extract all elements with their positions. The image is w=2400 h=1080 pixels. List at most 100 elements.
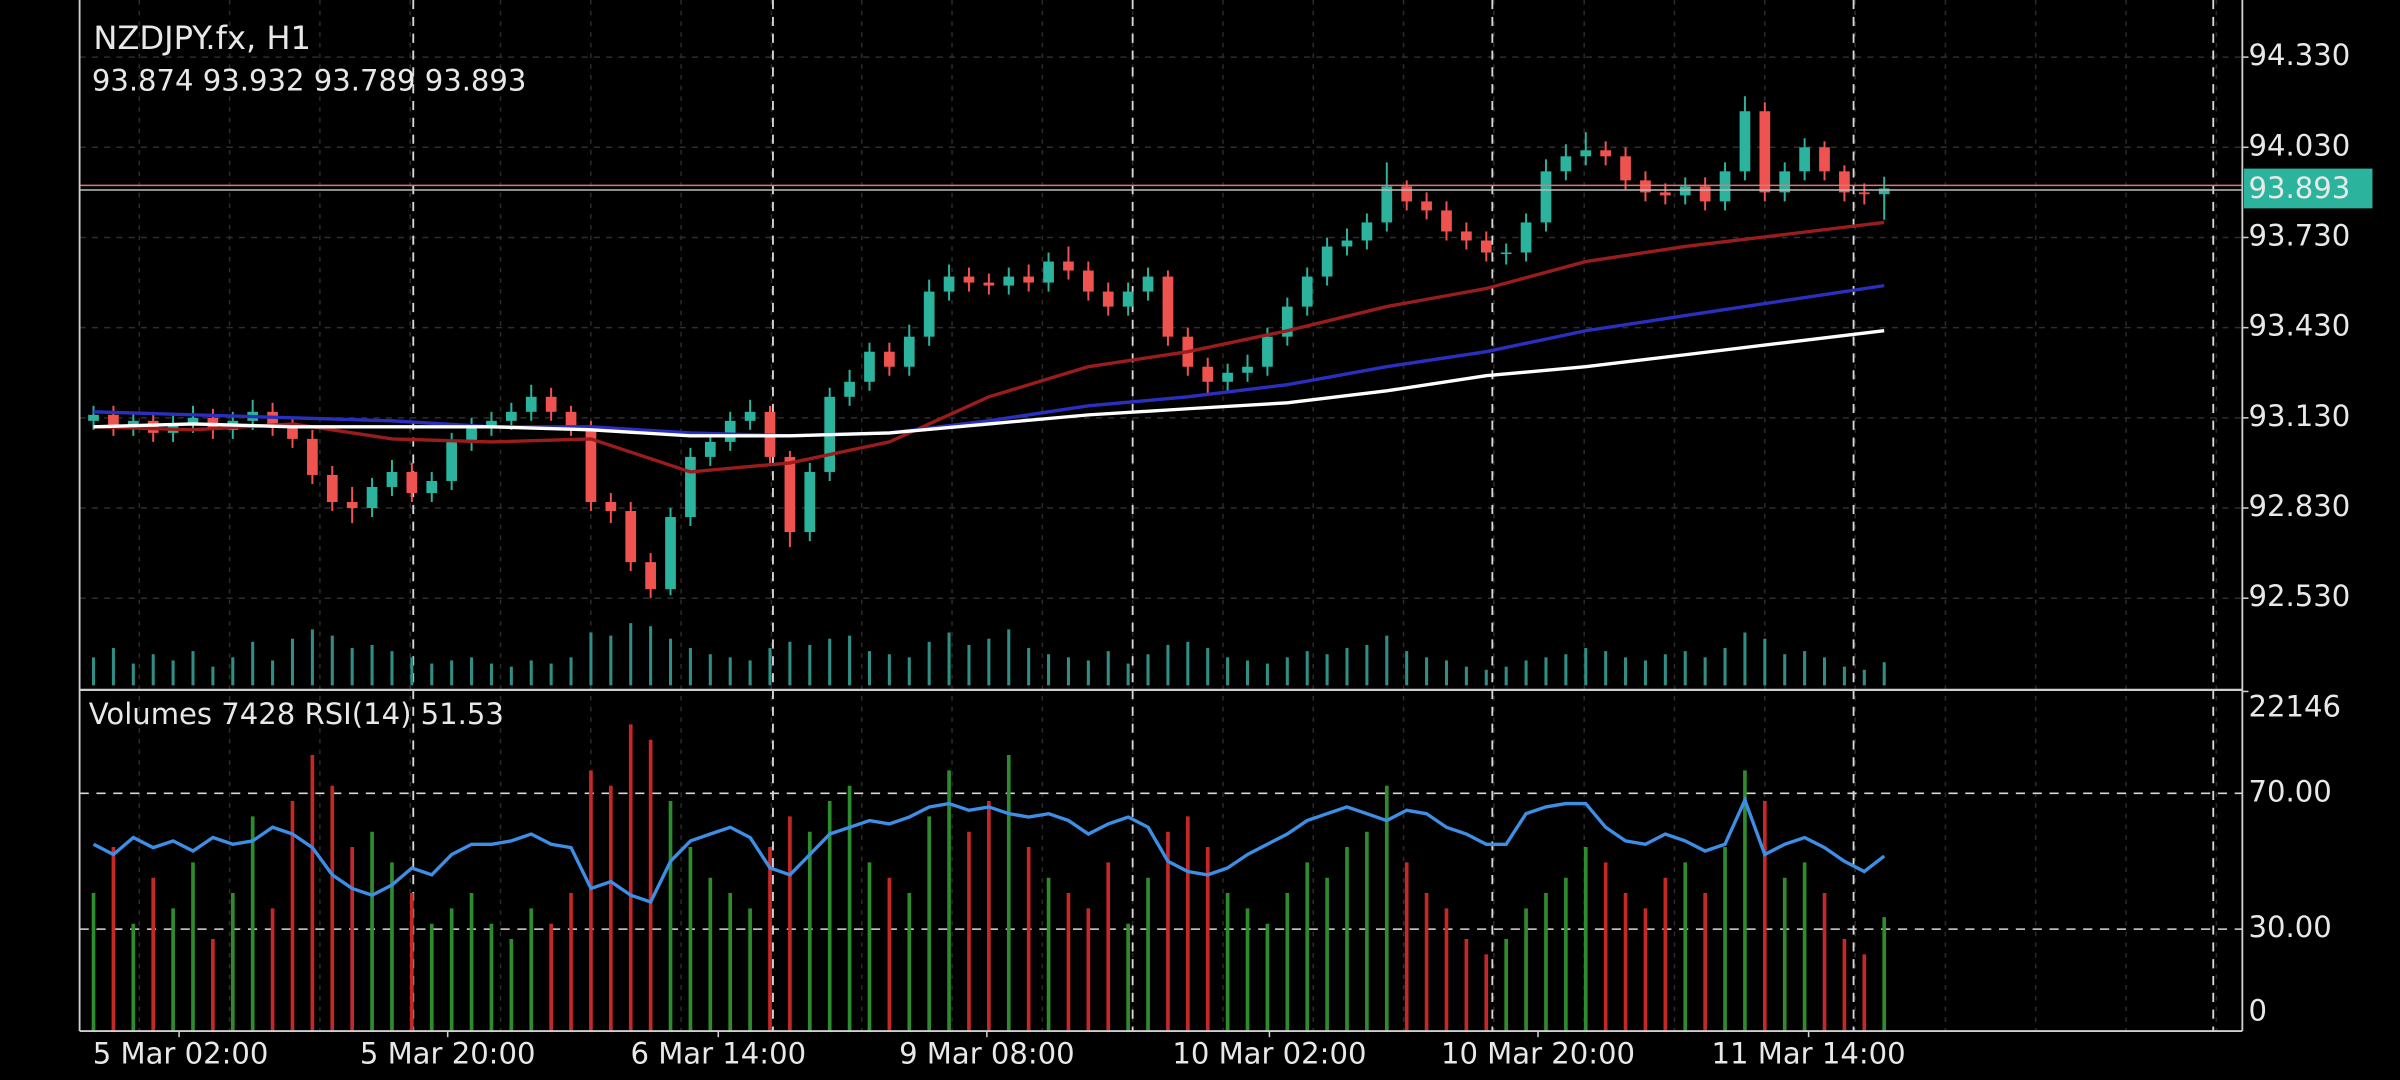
rsi-tick-label: 30.00 (2248, 910, 2331, 944)
candle-body (744, 411, 756, 421)
candle-body (386, 471, 398, 487)
candle-body (525, 396, 537, 412)
last-price-label: 93.893 (2248, 171, 2350, 205)
y-tick-label: 93.130 (2248, 399, 2350, 433)
candle-body (923, 291, 935, 337)
candle-body (1799, 147, 1810, 172)
candle-body (1222, 372, 1233, 382)
x-tick-label: 9 Mar 08:00 (899, 1037, 1075, 1071)
marks (79, 96, 2243, 1032)
x-tick-label: 5 Mar 02:00 (93, 1037, 269, 1071)
rsi-tick-label: 70.00 (2248, 774, 2331, 808)
candle-body (1102, 291, 1114, 307)
candle-body (1202, 366, 1214, 382)
candle-body (844, 381, 855, 397)
chart-title: NZDJPY.fx, H1 (93, 19, 311, 57)
candle-body (1858, 192, 1870, 195)
last-price-box (2243, 168, 2373, 209)
candle-body (1421, 201, 1432, 211)
ohlc-label: 93.874 93.932 93.789 93.893 (92, 64, 527, 98)
candle-body (1560, 156, 1572, 172)
indicator-label: Volumes 7428 RSI(14) 51.53 (89, 697, 504, 731)
candle-body (1540, 171, 1552, 223)
candle-body (1500, 252, 1512, 255)
candle-body (486, 420, 497, 427)
candle-body (1142, 276, 1154, 292)
moving-average (93, 220, 1885, 474)
candle-body (147, 420, 159, 433)
candle-body (983, 282, 995, 286)
volume-tick-label: 22146 (2248, 689, 2340, 723)
candle-body (1361, 222, 1373, 241)
candle-body (1640, 180, 1651, 193)
candle-body (1620, 156, 1631, 181)
candle-body (1082, 270, 1094, 292)
candle-body (903, 336, 915, 367)
moving-average (93, 329, 1885, 438)
candle-body (724, 420, 736, 442)
candle-body (1321, 246, 1333, 277)
day-separators (412, 0, 2215, 1032)
candle-body (784, 456, 796, 533)
candle-body (446, 441, 458, 481)
candle-body (1719, 171, 1731, 202)
candle-body (884, 351, 895, 367)
candle-body (1262, 336, 1273, 367)
candle-body (1779, 171, 1791, 193)
y-tick-label: 92.530 (2248, 579, 2350, 613)
candle-body (645, 562, 656, 590)
candle-body (605, 502, 617, 512)
candle-body (1580, 150, 1592, 157)
candle-body (1043, 261, 1054, 283)
y-tick-label: 92.830 (2248, 489, 2350, 523)
candle-body (406, 471, 418, 493)
y-tick-label: 94.330 (2248, 38, 2350, 72)
candle-body (1480, 240, 1492, 253)
candle-body (1699, 186, 1711, 202)
candle-body (545, 396, 557, 412)
candle-body (1679, 186, 1691, 196)
candle-body (88, 414, 99, 421)
candle-body (466, 426, 477, 442)
x-tick-label: 10 Mar 02:00 (1172, 1037, 1366, 1071)
candle-body (1301, 276, 1313, 307)
candle-body (704, 441, 716, 457)
x-tick-label: 5 Mar 20:00 (360, 1037, 536, 1071)
candle-body (1063, 261, 1074, 271)
candle-body (1819, 147, 1830, 172)
candle-body (287, 426, 298, 439)
candle-body (585, 426, 597, 503)
candle-body (187, 417, 199, 424)
rsi-line (92, 795, 1886, 905)
candle-body (1759, 111, 1771, 193)
candle-body (1381, 186, 1393, 223)
candle-body (1520, 222, 1532, 253)
candle-body (963, 276, 975, 283)
candle-body (127, 420, 139, 427)
candle-body (346, 502, 358, 509)
x-tick-label: 10 Mar 20:00 (1441, 1037, 1635, 1071)
candle-body (426, 480, 438, 493)
candle-body (625, 511, 637, 563)
candle-body (1839, 171, 1850, 193)
x-tick-label: 6 Mar 14:00 (630, 1037, 806, 1071)
candle-body (1878, 188, 1890, 195)
y-tick-label: 93.730 (2248, 218, 2350, 252)
candle-body (505, 411, 517, 421)
candle-body (943, 276, 955, 292)
candle-body (1461, 231, 1472, 241)
candle-body (307, 438, 318, 475)
candle-body (267, 411, 278, 427)
candle-body (108, 414, 119, 427)
candle-body (1441, 210, 1452, 232)
rsi-tick-label: 0 (2248, 994, 2267, 1028)
candle-body (565, 411, 577, 427)
candle-body (1739, 111, 1751, 172)
candle-body (1023, 276, 1035, 283)
candle-body (864, 351, 875, 382)
candle-body (1122, 291, 1134, 307)
candle-body (1600, 150, 1612, 157)
